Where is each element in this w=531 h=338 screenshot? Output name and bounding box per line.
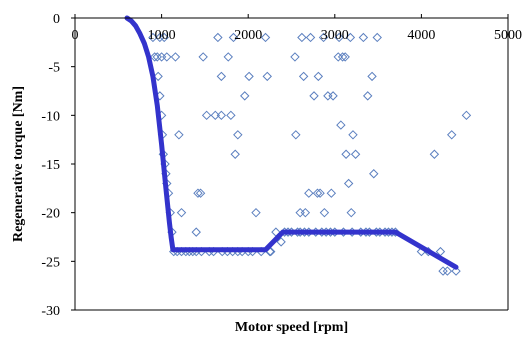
data-point	[442, 266, 453, 276]
data-point	[262, 71, 272, 82]
data-point	[228, 32, 239, 43]
data-point	[336, 120, 346, 130]
data-point	[337, 52, 348, 62]
data-point	[309, 91, 319, 101]
x-tick-label: 0	[72, 28, 79, 43]
data-point	[305, 32, 316, 43]
data-point	[367, 71, 377, 82]
y-tick-label: 0	[53, 12, 60, 27]
plot-area	[124, 15, 472, 276]
data-point	[298, 71, 309, 82]
data-point	[244, 71, 254, 82]
data-point	[291, 130, 301, 140]
data-point	[319, 207, 330, 218]
x-tick-label: 5000	[494, 28, 522, 43]
y-tick-label: -15	[41, 158, 60, 173]
data-point	[346, 207, 356, 218]
data-point	[230, 149, 240, 159]
x-tick-label: 1000	[148, 28, 176, 43]
data-point	[148, 32, 158, 43]
data-point	[198, 52, 208, 62]
data-point	[313, 71, 324, 82]
data-point	[345, 32, 356, 43]
data-point	[328, 91, 338, 101]
data-point	[326, 188, 337, 198]
data-point	[210, 110, 220, 121]
data-point	[363, 91, 373, 101]
regen-torque-curve	[124, 15, 459, 270]
data-point	[341, 149, 351, 159]
data-point	[155, 32, 165, 43]
data-point	[216, 110, 227, 121]
data-point	[201, 110, 212, 121]
y-axis-title: Regenerative torque [Nm]	[11, 86, 26, 242]
data-point	[318, 32, 329, 43]
data-point	[233, 130, 243, 140]
data-point	[451, 266, 461, 276]
data-point	[153, 71, 163, 82]
y-tick-label: -10	[41, 109, 60, 124]
data-point	[152, 52, 162, 62]
axes: 0 1000 2000 3000 4000 5000 0 -5 -10 -15 -20 -25 -30	[41, 12, 522, 319]
data-point	[350, 149, 361, 159]
data-point	[260, 32, 271, 43]
data-point	[149, 52, 160, 62]
y-tick-label: -25	[41, 255, 60, 270]
data-point	[358, 32, 369, 43]
data-point	[297, 32, 307, 43]
data-point	[323, 91, 333, 101]
data-point	[300, 207, 311, 218]
data-point	[170, 52, 181, 62]
data-point	[174, 130, 184, 140]
data-point	[223, 52, 233, 62]
data-point	[333, 52, 343, 62]
y-tick-label: -30	[41, 304, 60, 319]
data-point	[226, 110, 236, 121]
data-point	[334, 32, 344, 43]
data-point	[438, 266, 448, 276]
x-tick-label: 4000	[407, 28, 435, 43]
data-point	[295, 207, 305, 218]
y-tick-label: -20	[41, 207, 60, 222]
data-point	[195, 188, 206, 198]
data-point	[251, 207, 261, 218]
data-point	[176, 207, 187, 218]
data-point	[162, 52, 172, 62]
data-point	[159, 32, 169, 43]
data-point	[240, 91, 250, 101]
data-point	[290, 52, 300, 62]
data-point	[348, 130, 358, 140]
data-point	[312, 188, 323, 198]
data-point	[216, 71, 227, 82]
data-point	[429, 149, 440, 159]
x-tick-label: 2000	[234, 28, 262, 43]
data-point	[276, 237, 286, 247]
data-point	[340, 52, 350, 62]
data-point	[343, 178, 354, 189]
data-point	[193, 188, 203, 198]
y-tick-label: -5	[48, 61, 60, 76]
data-point	[304, 188, 314, 198]
x-axis-title: Motor speed [rpm]	[235, 320, 348, 335]
data-point	[191, 227, 201, 237]
data-point	[372, 32, 382, 43]
data-point	[447, 130, 457, 140]
data-point	[213, 32, 223, 43]
data-point	[461, 110, 472, 121]
data-point	[369, 169, 379, 179]
x-tick-label: 3000	[321, 28, 349, 43]
data-point	[315, 188, 325, 198]
